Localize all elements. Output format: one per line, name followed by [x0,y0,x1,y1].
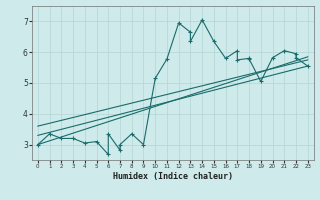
X-axis label: Humidex (Indice chaleur): Humidex (Indice chaleur) [113,172,233,181]
